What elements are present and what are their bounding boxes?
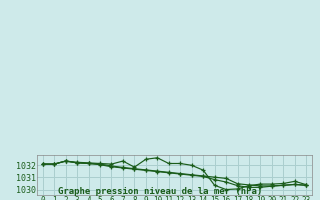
Text: Graphe pression niveau de la mer (hPa): Graphe pression niveau de la mer (hPa) xyxy=(58,187,262,196)
